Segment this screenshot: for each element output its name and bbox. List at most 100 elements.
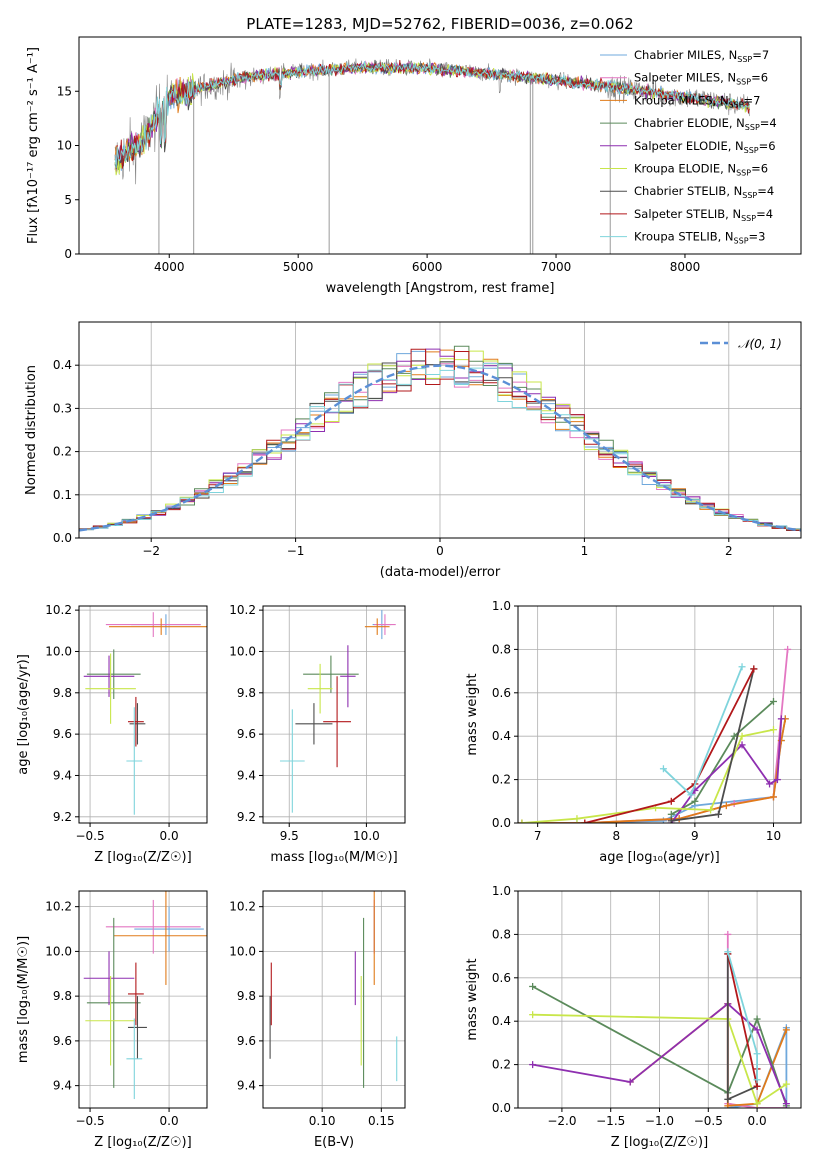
errorbar-kroupa-stelib — [279, 709, 305, 813]
errorbar-chabrier-stelib — [129, 703, 146, 745]
errorbar-kroupa-elodie — [85, 653, 136, 724]
weight-marker-kroupa-stelib — [753, 1050, 761, 1058]
legend-label: Kroupa MILES, NSSP=7 — [634, 93, 760, 109]
residuals-legend: 𝒩(0, 1) — [700, 337, 782, 351]
errorbar-kroupa-stelib — [126, 1018, 143, 1100]
histogram-salpeter-elodie — [79, 348, 801, 530]
legend-label: 𝒩(0, 1) — [738, 337, 782, 351]
y-tick-label: 10.2 — [229, 900, 256, 914]
model-kroupa-stelib — [114, 61, 750, 168]
y-tick-label: 9.6 — [237, 1034, 256, 1048]
weight-marker-kroupa-miles — [782, 1026, 790, 1034]
x-axis-label: mass [log₁₀(M/M☉)] — [270, 850, 397, 865]
y-tick-label: 0.3 — [53, 401, 72, 415]
weight-marker-kroupa-miles — [722, 802, 730, 810]
mass-vs-ebv-panel: 0.10 0.15 9.4 9.6 9.8 10.0 10.2 E(B-V) — [229, 890, 406, 1150]
weight-marker-chabrier-stelib — [667, 817, 675, 823]
y-tick-label: 0.4 — [53, 358, 72, 372]
axes-frame — [78, 605, 208, 824]
errorbar-kroupa-elodie — [307, 663, 333, 714]
y-tick-label: 15 — [57, 84, 72, 98]
figure-title: PLATE=1283, MJD=52762, FIBERID=0036, z=0… — [246, 15, 633, 33]
y-tick-label: 0.6 — [492, 971, 511, 985]
errorbar-salpeter-miles — [105, 899, 201, 954]
axes-frame — [262, 605, 406, 824]
y-tick-label: 10.0 — [229, 944, 256, 958]
y-tick-label: 0.4 — [492, 1014, 511, 1028]
weight-marker-chabrier-miles — [659, 817, 667, 823]
model-salpeter-stelib — [114, 60, 750, 169]
x-tick-label: −1.5 — [596, 1114, 625, 1128]
weight-marker-salpeter-miles — [784, 645, 792, 653]
weight-marker-kroupa-elodie — [769, 726, 777, 734]
errorbar-chabrier-miles — [134, 906, 204, 952]
weight-marker-kroupa-elodie — [738, 732, 746, 740]
plot-area — [529, 930, 790, 1108]
weight-marker-salpeter-elodie — [626, 1078, 634, 1086]
errorbar-salpeter-stelib — [323, 676, 351, 768]
weights-vs-age-panel: 7 8 9 10 0.0 0.2 0.4 0.6 0.8 1.0 age [log₁₀(age/yr… — [465, 599, 802, 865]
x-tick-label: 7000 — [541, 260, 572, 274]
y-tick-label: 1.0 — [492, 884, 511, 898]
errorbar-salpeter-elodie — [83, 655, 135, 697]
plot-area — [269, 891, 398, 1088]
weight-marker-salpeter-stelib — [581, 819, 589, 823]
legend-label: Salpeter MILES, NSSP=6 — [634, 71, 768, 87]
x-tick-label: 0.0 — [160, 829, 179, 843]
y-tick-label: 0.0 — [53, 531, 72, 545]
weight-marker-salpeter-stelib — [753, 1082, 761, 1090]
plot-area — [518, 645, 792, 823]
errorbar-kroupa-miles — [109, 618, 207, 635]
y-tick-label: 0.6 — [492, 686, 511, 700]
weight-line-salpeter-stelib — [584, 668, 755, 823]
weight-marker-salpeter-elodie — [777, 715, 785, 723]
x-axis-label: Z [log₁₀(Z/Z☉)] — [94, 850, 191, 865]
axes-frame — [78, 890, 208, 1109]
plot-area — [114, 58, 750, 254]
x-tick-label: 0.0 — [160, 1114, 179, 1128]
y-tick-label: 10.0 — [45, 944, 72, 958]
weight-marker-chabrier-elodie — [529, 982, 537, 990]
legend-label: Kroupa ELODIE, NSSP=6 — [634, 162, 768, 178]
y-tick-label: 0.0 — [492, 816, 511, 830]
weight-line-chabrier-elodie — [532, 985, 788, 1107]
x-tick-label: 0.10 — [309, 1114, 336, 1128]
errorbar-kroupa-elodie — [85, 976, 136, 1066]
y-tick-label: 9.8 — [53, 686, 72, 700]
weight-marker-kroupa-elodie — [518, 819, 526, 823]
y-tick-label: 0.1 — [53, 488, 72, 502]
weight-marker-salpeter-elodie — [782, 1100, 790, 1108]
legend-label: Salpeter STELIB, NSSP=4 — [634, 207, 773, 223]
weight-marker-kroupa-elodie — [529, 1011, 537, 1019]
weight-marker-salpeter-stelib — [750, 665, 758, 673]
y-tick-label: 10 — [57, 139, 72, 153]
axes-frame — [262, 890, 406, 1109]
legend-label: Kroupa STELIB, NSSP=3 — [634, 230, 765, 246]
weight-marker-salpeter-elodie — [773, 776, 781, 784]
weight-marker-kroupa-elodie — [573, 815, 581, 823]
weight-marker-kroupa-elodie — [707, 806, 715, 814]
x-axis-label: Z [log₁₀(Z/Z☉)] — [94, 1135, 191, 1150]
weight-marker-kroupa-elodie — [753, 1100, 761, 1108]
errorbar-salpeter-elodie — [83, 951, 135, 1006]
y-tick-label: 9.6 — [53, 1034, 72, 1048]
y-tick-label: 0.2 — [492, 1058, 511, 1072]
errorbar-salpeter-elodie — [340, 645, 356, 708]
weight-marker-salpeter-elodie — [738, 741, 746, 749]
y-tick-label: 9.4 — [53, 768, 72, 782]
y-tick-label: 10.2 — [45, 603, 72, 617]
axes-frame — [517, 605, 802, 824]
y-tick-label: 9.2 — [237, 810, 256, 824]
weight-marker-kroupa-stelib — [724, 948, 732, 956]
weight-marker-kroupa-stelib — [753, 1076, 761, 1084]
y-tick-label: 1.0 — [492, 599, 511, 613]
weight-marker-salpeter-elodie — [766, 780, 774, 788]
y-axis-label: mass weight — [465, 673, 480, 755]
y-tick-label: 9.8 — [237, 989, 256, 1003]
errorbar-salpeter-stelib — [127, 696, 144, 747]
weight-line-kroupa-elodie — [521, 728, 774, 823]
y-tick-label: 10.0 — [229, 644, 256, 658]
weight-marker-chabrier-stelib — [714, 810, 722, 818]
errorbar-chabrier-stelib — [127, 996, 147, 1059]
errorbar-chabrier-elodie — [86, 649, 141, 699]
